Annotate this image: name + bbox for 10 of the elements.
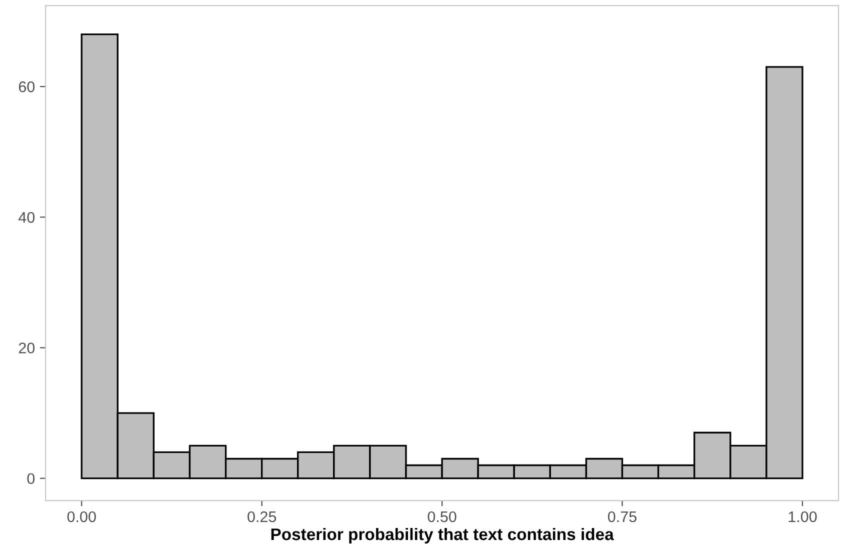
x-tick-label: 0.25 [248,511,276,522]
x-axis-title: Posterior probability that text contains idea [271,528,614,544]
x-tick-label: 1.00 [788,511,817,522]
y-tick-label: 40 [18,212,35,223]
y-tick-label: 60 [18,81,35,92]
x-tick-label: 0.75 [608,511,636,522]
x-tick-label: 0.50 [428,511,456,522]
x-tick-label: 0.00 [67,511,96,522]
y-tick-label: 0 [27,473,35,484]
y-tick-label: 20 [18,342,35,354]
